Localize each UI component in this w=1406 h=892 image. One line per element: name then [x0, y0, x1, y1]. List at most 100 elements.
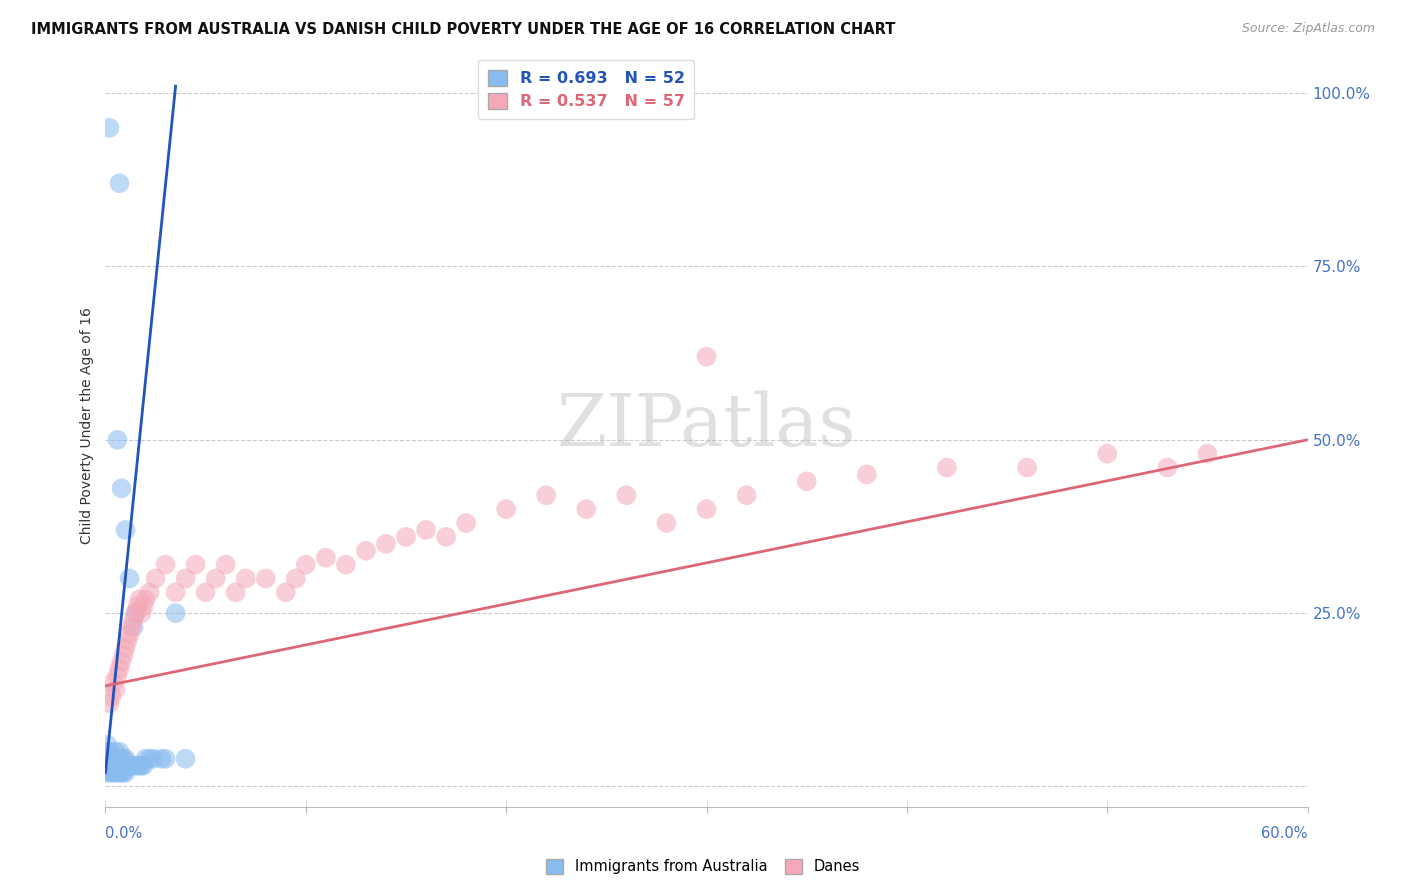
Point [354, 543, 377, 558]
Point [110, 752, 132, 766]
Point [374, 537, 398, 551]
Point [108, 758, 131, 772]
Point [98, 745, 121, 759]
Point [96, 738, 118, 752]
Point [295, 558, 318, 572]
Point [112, 765, 135, 780]
Point [96, 752, 118, 766]
Point [104, 745, 127, 759]
Point [131, 758, 153, 772]
Point [155, 752, 177, 766]
Text: 60.0%: 60.0% [1261, 827, 1308, 841]
Point [103, 758, 125, 772]
Point [204, 572, 226, 586]
Point [98, 696, 121, 710]
Point [100, 752, 122, 766]
Point [335, 558, 357, 572]
Point [122, 620, 145, 634]
Point [165, 606, 187, 620]
Point [98, 752, 121, 766]
Point [121, 620, 143, 634]
Point [936, 460, 959, 475]
Point [118, 572, 141, 586]
Point [98, 758, 121, 772]
Point [696, 350, 718, 364]
Point [135, 592, 157, 607]
Point [735, 488, 758, 502]
Point [117, 758, 139, 772]
Point [100, 758, 122, 772]
Point [108, 176, 131, 190]
Point [142, 752, 165, 766]
Point [103, 752, 125, 766]
Text: 0.0%: 0.0% [105, 827, 142, 841]
Point [107, 668, 129, 682]
Point [127, 599, 149, 614]
Point [114, 752, 136, 766]
Point [855, 467, 877, 482]
Point [254, 572, 277, 586]
Point [98, 120, 121, 135]
Point [1156, 460, 1178, 475]
Point [107, 752, 129, 766]
Point [121, 758, 143, 772]
Point [104, 682, 127, 697]
Point [104, 758, 127, 772]
Point [124, 606, 146, 620]
Point [415, 523, 437, 537]
Point [122, 758, 145, 772]
Point [1197, 447, 1219, 461]
Point [98, 765, 121, 780]
Point [138, 752, 160, 766]
Point [114, 765, 136, 780]
Point [96, 745, 118, 759]
Point [100, 690, 122, 704]
Point [796, 475, 818, 489]
Point [225, 585, 247, 599]
Point [124, 606, 146, 620]
Legend: Immigrants from Australia, Danes: Immigrants from Australia, Danes [540, 853, 866, 880]
Point [235, 572, 257, 586]
Point [107, 765, 129, 780]
Point [132, 758, 155, 772]
Point [1097, 447, 1119, 461]
Point [127, 758, 149, 772]
Point [114, 640, 136, 655]
Legend: R = 0.693   N = 52, R = 0.537   N = 57: R = 0.693 N = 52, R = 0.537 N = 57 [478, 61, 695, 119]
Point [575, 502, 598, 516]
Point [110, 481, 132, 495]
Point [696, 502, 718, 516]
Point [184, 558, 207, 572]
Point [103, 675, 125, 690]
Point [174, 572, 197, 586]
Point [395, 530, 418, 544]
Point [118, 627, 141, 641]
Point [96, 765, 118, 780]
Point [274, 585, 297, 599]
Point [138, 585, 160, 599]
Text: Source: ZipAtlas.com: Source: ZipAtlas.com [1241, 22, 1375, 36]
Point [284, 572, 307, 586]
Point [214, 558, 236, 572]
Point [132, 599, 155, 614]
Point [1017, 460, 1039, 475]
Point [108, 662, 131, 676]
Y-axis label: Child Poverty Under the Age of 16: Child Poverty Under the Age of 16 [80, 308, 94, 544]
Point [100, 765, 122, 780]
Point [103, 765, 125, 780]
Point [112, 648, 135, 662]
Point [534, 488, 557, 502]
Point [434, 530, 457, 544]
Point [128, 592, 150, 607]
Text: ZIPatlas: ZIPatlas [557, 391, 856, 461]
Point [454, 516, 477, 530]
Point [174, 752, 197, 766]
Point [114, 523, 136, 537]
Point [118, 758, 141, 772]
Point [104, 765, 127, 780]
Point [108, 765, 131, 780]
Point [150, 752, 173, 766]
Point [131, 606, 153, 620]
Point [495, 502, 517, 516]
Point [110, 765, 132, 780]
